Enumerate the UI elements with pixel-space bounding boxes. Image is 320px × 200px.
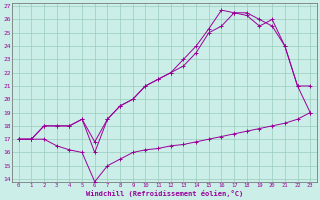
X-axis label: Windchill (Refroidissement éolien,°C): Windchill (Refroidissement éolien,°C) xyxy=(86,190,243,197)
